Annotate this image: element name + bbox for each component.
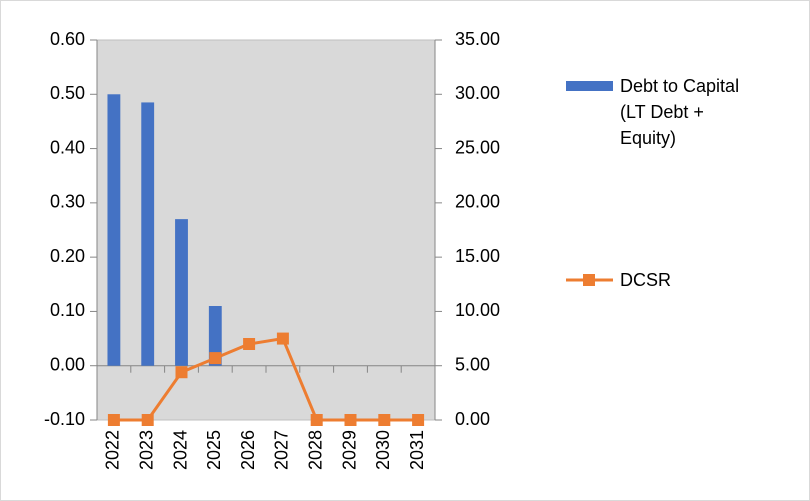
marker: [209, 352, 222, 365]
y2-tick-label: 25.00: [455, 137, 500, 157]
y-tick-label: 0.10: [50, 300, 85, 320]
legend-swatch: [583, 274, 595, 286]
marker: [378, 414, 391, 426]
bar: [141, 102, 155, 366]
marker: [344, 414, 357, 426]
y-tick-label: 0.40: [50, 137, 85, 157]
y2-tick-label: 35.00: [455, 29, 500, 49]
y-tick-label: 0.30: [50, 192, 85, 212]
y-tick-label: 0.00: [50, 354, 85, 374]
y2-tick-label: 0.00: [455, 409, 490, 429]
y2-tick-label: 30.00: [455, 83, 500, 103]
marker: [243, 338, 256, 350]
y-tick-label: 0.20: [50, 246, 85, 266]
marker: [107, 414, 120, 426]
y-tick-label: 0.60: [50, 29, 85, 49]
legend-label: Debt to Capital (LT Debt + Equity): [620, 76, 740, 148]
x-tick-label: 2022: [103, 430, 123, 470]
y2-tick-label: 10.00: [455, 300, 500, 320]
y2-tick-label: 20.00: [455, 192, 500, 212]
x-tick-label: 2023: [136, 430, 156, 470]
legend-label: DCSR: [620, 270, 672, 290]
marker: [276, 332, 289, 345]
y2-tick-label: 5.00: [455, 354, 490, 374]
x-tick-label: 2031: [407, 430, 427, 470]
x-tick-label: 2029: [339, 430, 359, 470]
marker: [141, 414, 154, 426]
marker: [175, 366, 188, 379]
y-tick-label: 0.50: [50, 83, 85, 103]
x-tick-label: 2027: [272, 430, 292, 470]
x-tick-label: 2028: [305, 430, 325, 470]
x-tick-label: 2025: [204, 430, 224, 470]
y2-tick-label: 15.00: [455, 246, 500, 266]
y-tick-label: -0.10: [44, 409, 85, 429]
x-tick-label: 2024: [170, 430, 190, 470]
legend-swatch: [566, 81, 613, 91]
marker: [310, 414, 323, 426]
marker: [412, 414, 425, 426]
bar: [107, 94, 121, 366]
line: [113, 336, 419, 422]
x-tick-label: 2026: [238, 430, 258, 470]
x-tick-label: 2030: [373, 430, 393, 470]
bar: [175, 219, 188, 366]
bar: [208, 306, 222, 366]
